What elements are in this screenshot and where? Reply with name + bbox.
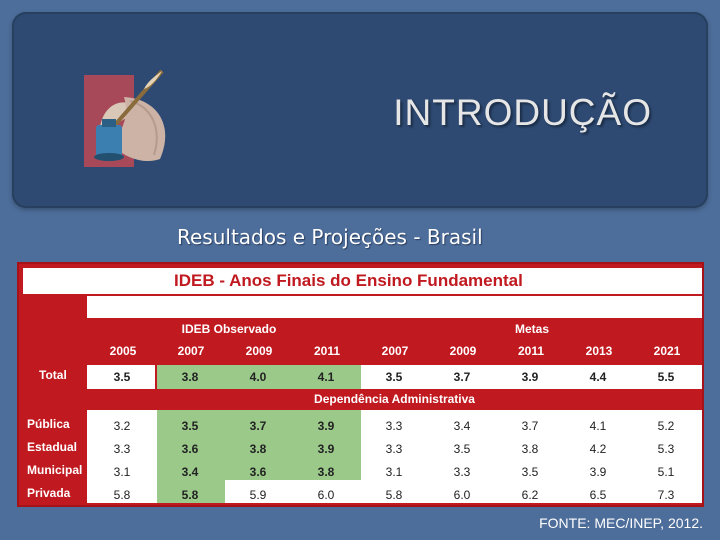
year-header: 2021 bbox=[653, 344, 681, 358]
value-cell: 3.1 bbox=[385, 465, 403, 479]
ideb-table: IDEB - Anos Finais do Ensino Fundamental… bbox=[17, 262, 704, 507]
year-header: 2005 bbox=[109, 344, 137, 358]
row-label: Privada bbox=[27, 486, 71, 500]
spacer-band bbox=[87, 296, 702, 318]
cell-bg bbox=[361, 365, 702, 389]
cell-bg bbox=[87, 410, 157, 503]
year-header: 2009 bbox=[449, 344, 477, 358]
value-cell: 3.4 bbox=[181, 465, 199, 479]
value-cell: 3.5 bbox=[453, 442, 471, 456]
total-value-cell: 3.7 bbox=[453, 370, 471, 384]
value-cell: 3.3 bbox=[453, 465, 471, 479]
value-cell: 7.3 bbox=[657, 488, 675, 502]
table-header-bar: IDEB - Anos Finais do Ensino Fundamental bbox=[23, 268, 702, 294]
value-cell: 3.9 bbox=[589, 465, 607, 479]
total-value-cell: 4.0 bbox=[249, 370, 267, 384]
total-value-cell: 3.9 bbox=[521, 370, 539, 384]
group-targets-header: Metas bbox=[514, 322, 549, 336]
year-header: 2007 bbox=[177, 344, 205, 358]
year-header: 2007 bbox=[381, 344, 409, 358]
row-label: Estadual bbox=[27, 440, 78, 454]
year-header: 2011 bbox=[313, 344, 341, 358]
total-value-cell: 4.4 bbox=[589, 370, 607, 384]
row-label: Pública bbox=[27, 417, 70, 431]
value-cell: 5.8 bbox=[181, 488, 199, 502]
table-title: IDEB - Anos Finais do Ensino Fundamental bbox=[174, 271, 523, 290]
group-observed-header: IDEB Observado bbox=[181, 322, 277, 336]
value-cell: 3.3 bbox=[385, 419, 403, 433]
total-value-cell: 3.5 bbox=[385, 370, 403, 384]
value-cell: 3.4 bbox=[453, 419, 471, 433]
section-label: Dependência Administrativa bbox=[314, 392, 475, 406]
total-value-cell: 4.1 bbox=[317, 370, 335, 384]
value-cell: 3.6 bbox=[181, 442, 199, 456]
source-note: FONTE: MEC/INEP, 2012. bbox=[539, 515, 703, 531]
value-cell: 5.3 bbox=[657, 442, 675, 456]
year-header: 2009 bbox=[245, 344, 273, 358]
value-cell: 5.1 bbox=[657, 465, 675, 479]
value-cell: 3.8 bbox=[317, 465, 335, 479]
value-cell: 3.2 bbox=[113, 419, 131, 433]
value-cell: 3.9 bbox=[317, 419, 335, 433]
title-panel: INTRODUÇÃO bbox=[12, 12, 708, 208]
value-cell: 5.8 bbox=[385, 488, 403, 502]
row-label-total: Total bbox=[39, 368, 67, 382]
cell-bg bbox=[87, 365, 155, 389]
row-label: Municipal bbox=[27, 463, 83, 477]
value-cell: 3.7 bbox=[521, 419, 539, 433]
total-value-cell: 3.8 bbox=[181, 370, 199, 384]
total-value-cell: 5.5 bbox=[657, 370, 675, 384]
value-cell: 6.0 bbox=[317, 488, 335, 502]
value-cell: 3.8 bbox=[521, 442, 539, 456]
value-cell: 3.8 bbox=[249, 442, 267, 456]
value-cell: 3.1 bbox=[113, 465, 131, 479]
value-cell: 5.9 bbox=[249, 488, 267, 502]
value-cell: 3.6 bbox=[249, 465, 267, 479]
cell-bg bbox=[361, 410, 702, 503]
year-header: 2011 bbox=[517, 344, 545, 358]
value-cell: 6.2 bbox=[521, 488, 539, 502]
table-grid: IDEB Observado Metas 2005 2007 2009 2011… bbox=[19, 264, 706, 509]
value-cell: 6.0 bbox=[453, 488, 471, 502]
value-cell: 3.3 bbox=[385, 442, 403, 456]
total-value-cell: 3.5 bbox=[113, 370, 131, 384]
value-cell: 5.8 bbox=[113, 488, 131, 502]
value-cell: 6.5 bbox=[589, 488, 607, 502]
observed-highlight bbox=[157, 365, 361, 389]
inkwell-quill-icon bbox=[84, 69, 166, 167]
value-cell: 3.7 bbox=[249, 419, 267, 433]
value-cell: 3.5 bbox=[181, 419, 199, 433]
year-header: 2013 bbox=[585, 344, 613, 358]
observed-highlight bbox=[293, 410, 361, 480]
value-cell: 4.2 bbox=[589, 442, 607, 456]
value-cell: 5.2 bbox=[657, 419, 675, 433]
cell-bg bbox=[225, 480, 361, 503]
value-cell: 4.1 bbox=[589, 419, 607, 433]
value-cell: 3.9 bbox=[317, 442, 335, 456]
value-cell: 3.5 bbox=[521, 465, 539, 479]
value-cell: 3.3 bbox=[113, 442, 131, 456]
section-subtitle: Resultados e Projeções - Brasil bbox=[177, 225, 483, 249]
slide-title: INTRODUÇÃO bbox=[393, 92, 652, 133]
